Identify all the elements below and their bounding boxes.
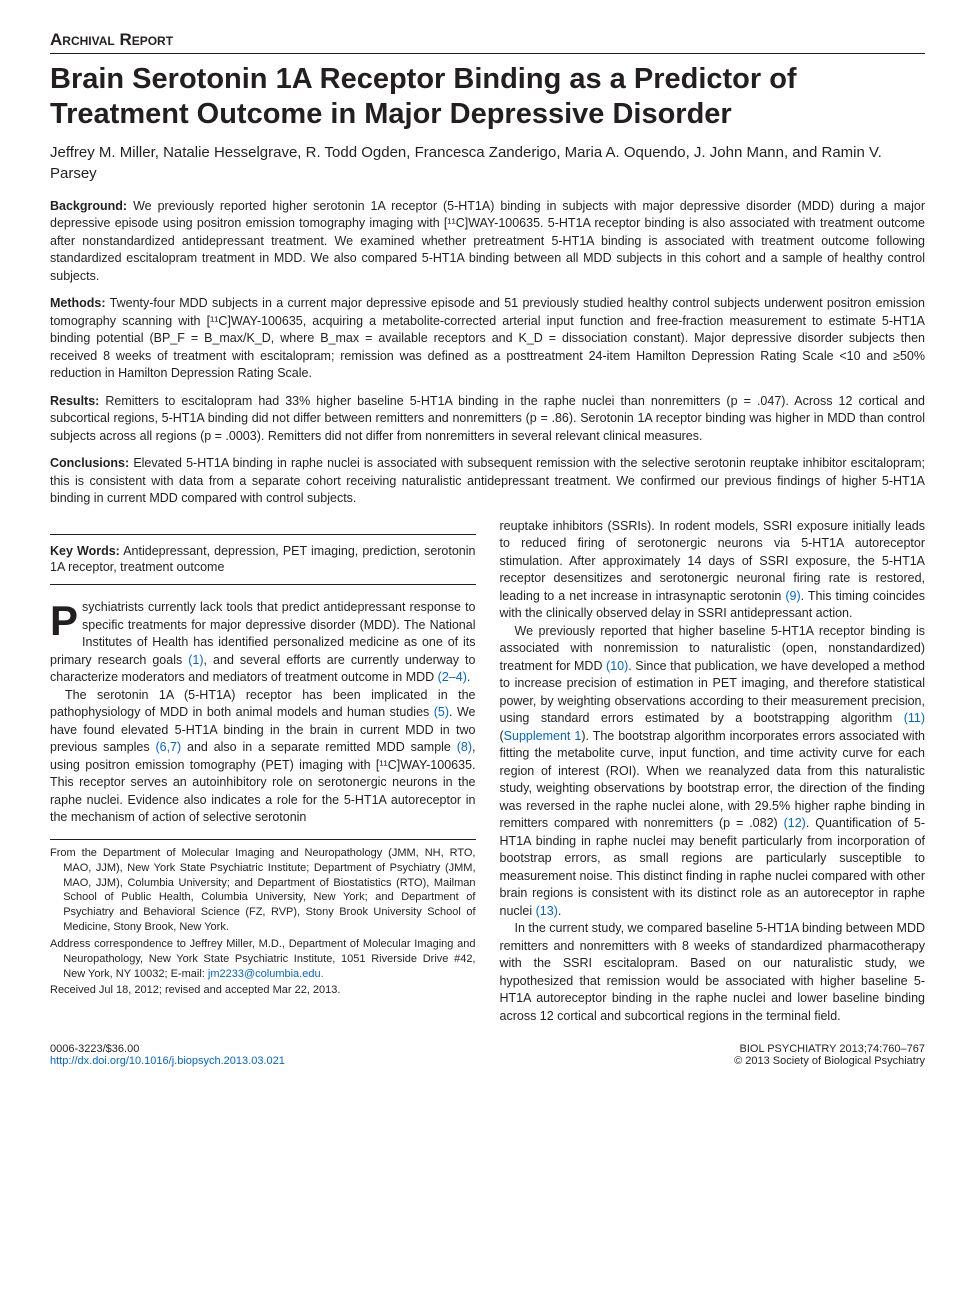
body-paragraph-5: In the current study, we compared baseli… (500, 920, 926, 1025)
ref-link-12[interactable]: (12) (784, 816, 806, 830)
body-paragraph-4: We previously reported that higher basel… (500, 623, 926, 921)
ref-link-5[interactable]: (5) (434, 705, 449, 719)
p4f: . (558, 904, 561, 918)
footer-citation: BIOL PSYCHIATRY 2013;74:760–767 (734, 1043, 925, 1055)
abstract-results: Results: Remitters to escitalopram had 3… (50, 393, 925, 446)
methods-text: Twenty-four MDD subjects in a current ma… (50, 296, 925, 380)
page-footer: 0006-3223/$36.00 http://dx.doi.org/10.10… (50, 1043, 925, 1067)
conclusions-label: Conclusions: (50, 456, 129, 470)
keywords-label: Key Words: (50, 544, 120, 558)
conclusions-text: Elevated 5-HT1A binding in raphe nuclei … (50, 456, 925, 505)
abstract-methods: Methods: Twenty-four MDD subjects in a c… (50, 295, 925, 383)
keywords-block: Key Words: Antidepressant, depression, P… (50, 534, 476, 586)
background-label: Background: (50, 199, 127, 213)
results-label: Results: (50, 394, 99, 408)
p2a: The serotonin 1A (5-HT1A) receptor has b… (50, 688, 476, 720)
body-columns: Key Words: Antidepressant, depression, P… (50, 518, 925, 1026)
footer-issn: 0006-3223/$36.00 (50, 1043, 285, 1055)
ref-link-10[interactable]: (10) (606, 659, 628, 673)
doi-link[interactable]: http://dx.doi.org/10.1016/j.biopsych.201… (50, 1055, 285, 1067)
author-list: Jeffrey M. Miller, Natalie Hesselgrave, … (50, 142, 925, 184)
abstract-background: Background: We previously reported highe… (50, 198, 925, 286)
affiliation-received: Received Jul 18, 2012; revised and accep… (50, 983, 476, 998)
p4e: . Quantification of 5-HT1A binding in ra… (500, 816, 926, 918)
section-label: Archival Report (50, 30, 925, 54)
ref-link-11[interactable]: (11) (904, 711, 925, 725)
body-paragraph-2: The serotonin 1A (5-HT1A) receptor has b… (50, 687, 476, 827)
ref-link-13[interactable]: (13) (536, 904, 558, 918)
affiliation-address: Address correspondence to Jeffrey Miller… (50, 937, 476, 982)
footer-right: BIOL PSYCHIATRY 2013;74:760–767 © 2013 S… (734, 1043, 925, 1067)
abstract-conclusions: Conclusions: Elevated 5-HT1A binding in … (50, 455, 925, 508)
p1-end: . (467, 670, 470, 684)
p2c: and also in a separate remitted MDD samp… (181, 740, 457, 754)
body-paragraph-3: reuptake inhibitors (SSRIs). In rodent m… (500, 518, 926, 623)
supplement-link[interactable]: Supplement 1 (504, 729, 582, 743)
dropcap: P (50, 599, 82, 639)
background-text: We previously reported higher serotonin … (50, 199, 925, 283)
ref-link-8[interactable]: (8) (457, 740, 472, 754)
ref-link-9[interactable]: (9) (785, 589, 800, 603)
ref-link-1[interactable]: (1) (188, 653, 203, 667)
ref-link-2-4[interactable]: (2–4) (438, 670, 467, 684)
email-link[interactable]: jm2233@columbia.edu. (208, 968, 324, 980)
body-paragraph-1: Psychiatrists currently lack tools that … (50, 599, 476, 687)
ref-link-6-7[interactable]: (6,7) (155, 740, 181, 754)
footer-left: 0006-3223/$36.00 http://dx.doi.org/10.10… (50, 1043, 285, 1067)
p4d: ). The bootstrap algorithm incorporates … (500, 729, 926, 831)
methods-label: Methods: (50, 296, 106, 310)
affiliation-from: From the Department of Molecular Imaging… (50, 846, 476, 935)
footer-copyright: © 2013 Society of Biological Psychiatry (734, 1055, 925, 1067)
affiliations-block: From the Department of Molecular Imaging… (50, 839, 476, 998)
results-text: Remitters to escitalopram had 33% higher… (50, 394, 925, 443)
article-title: Brain Serotonin 1A Receptor Binding as a… (50, 62, 925, 132)
